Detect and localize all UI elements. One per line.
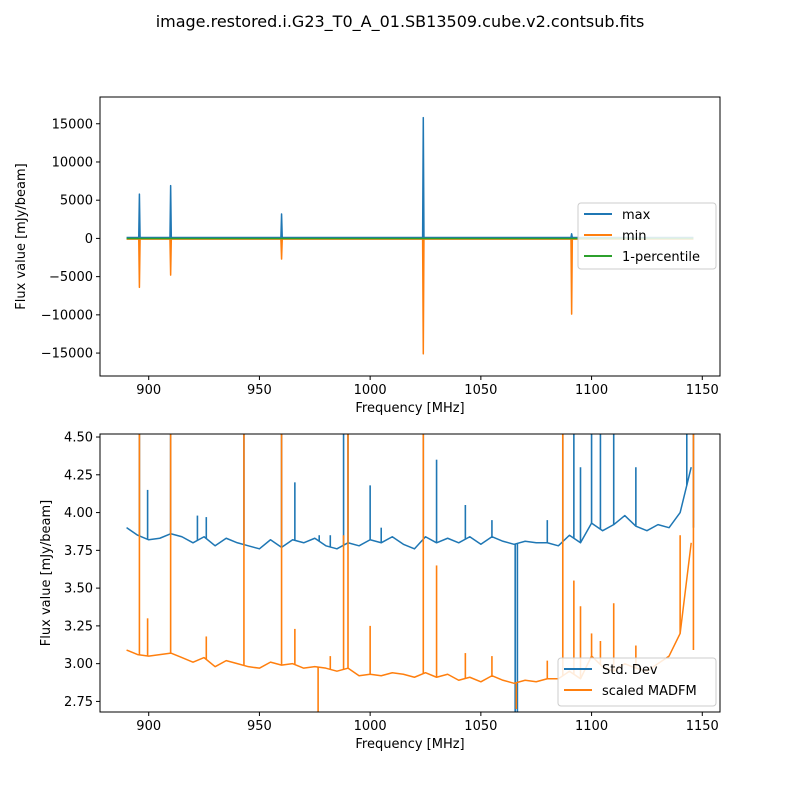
y-axis-label: Flux value [mJy/beam] — [14, 163, 29, 309]
y-tick-label: 5000 — [60, 194, 93, 209]
x-tick-label: 1100 — [575, 383, 608, 398]
y-tick-label: 4.25 — [64, 468, 93, 483]
x-tick-label: 900 — [136, 719, 161, 734]
top-panel-max-min-percentile: 900 950 1000 1050 1100 1150 −15000 −10000 −5000 0… — [14, 96, 721, 416]
y-tick-label: 3.25 — [64, 619, 93, 634]
x-tick-label: 1100 — [575, 719, 608, 734]
y-tick-label: 3.50 — [64, 582, 93, 597]
axes-frame — [99, 433, 721, 713]
x-axis-label: Frequency [MHz] — [355, 401, 464, 416]
legend-label: 1-percentile — [622, 250, 700, 265]
series-min — [126, 238, 694, 355]
series-line — [126, 467, 692, 550]
bottom-panel-stddev-madfm: 900 950 1000 1050 1100 1150 2.75 3.00 3.25 3.50 3.… — [39, 431, 721, 752]
y-tick-label: 0 — [85, 232, 93, 247]
y-tick-label: −10000 — [41, 308, 93, 323]
x-tick-label: 950 — [247, 719, 272, 734]
y-tick-label: −5000 — [49, 270, 93, 285]
x-tick-label: 1000 — [354, 383, 387, 398]
series-line — [126, 116, 694, 239]
legend-box — [577, 202, 717, 270]
y-tick-label: 15000 — [52, 117, 93, 132]
legend-label: max — [622, 208, 651, 223]
series-line — [126, 238, 694, 355]
y-tick-label: 10000 — [52, 155, 93, 170]
x-tick-label: 950 — [247, 383, 272, 398]
plot-area — [126, 434, 695, 712]
series-max — [126, 116, 694, 239]
x-axis-label: Frequency [MHz] — [355, 737, 464, 752]
legend: max min 1-percentile — [577, 202, 717, 270]
y-tick-label: 3.75 — [64, 544, 93, 559]
y-tick-label: 3.00 — [64, 657, 93, 672]
y-tick-label: 4.50 — [64, 431, 93, 446]
y-tick-label: 4.00 — [64, 506, 93, 521]
legend-box — [557, 657, 717, 707]
x-tick-label: 1050 — [464, 719, 497, 734]
y-tick-label: −15000 — [41, 347, 93, 362]
x-tick-label: 1150 — [686, 383, 719, 398]
axes-frame — [99, 96, 721, 377]
y-axis-label: Flux value [mJy/beam] — [39, 500, 54, 646]
figure-title: image.restored.i.G23_T0_A_01.SB13509.cub… — [155, 12, 645, 31]
x-tick-label: 1000 — [354, 719, 387, 734]
x-tick-label: 1050 — [464, 383, 497, 398]
legend-label: min — [622, 229, 647, 244]
legend-label: Std. Dev — [602, 663, 658, 678]
y-tick-label: 2.75 — [64, 695, 93, 710]
x-tick-label: 1150 — [686, 719, 719, 734]
legend-label: scaled MADFM — [602, 684, 697, 699]
legend: Std. Dev scaled MADFM — [557, 657, 717, 707]
x-tick-label: 900 — [136, 383, 161, 398]
